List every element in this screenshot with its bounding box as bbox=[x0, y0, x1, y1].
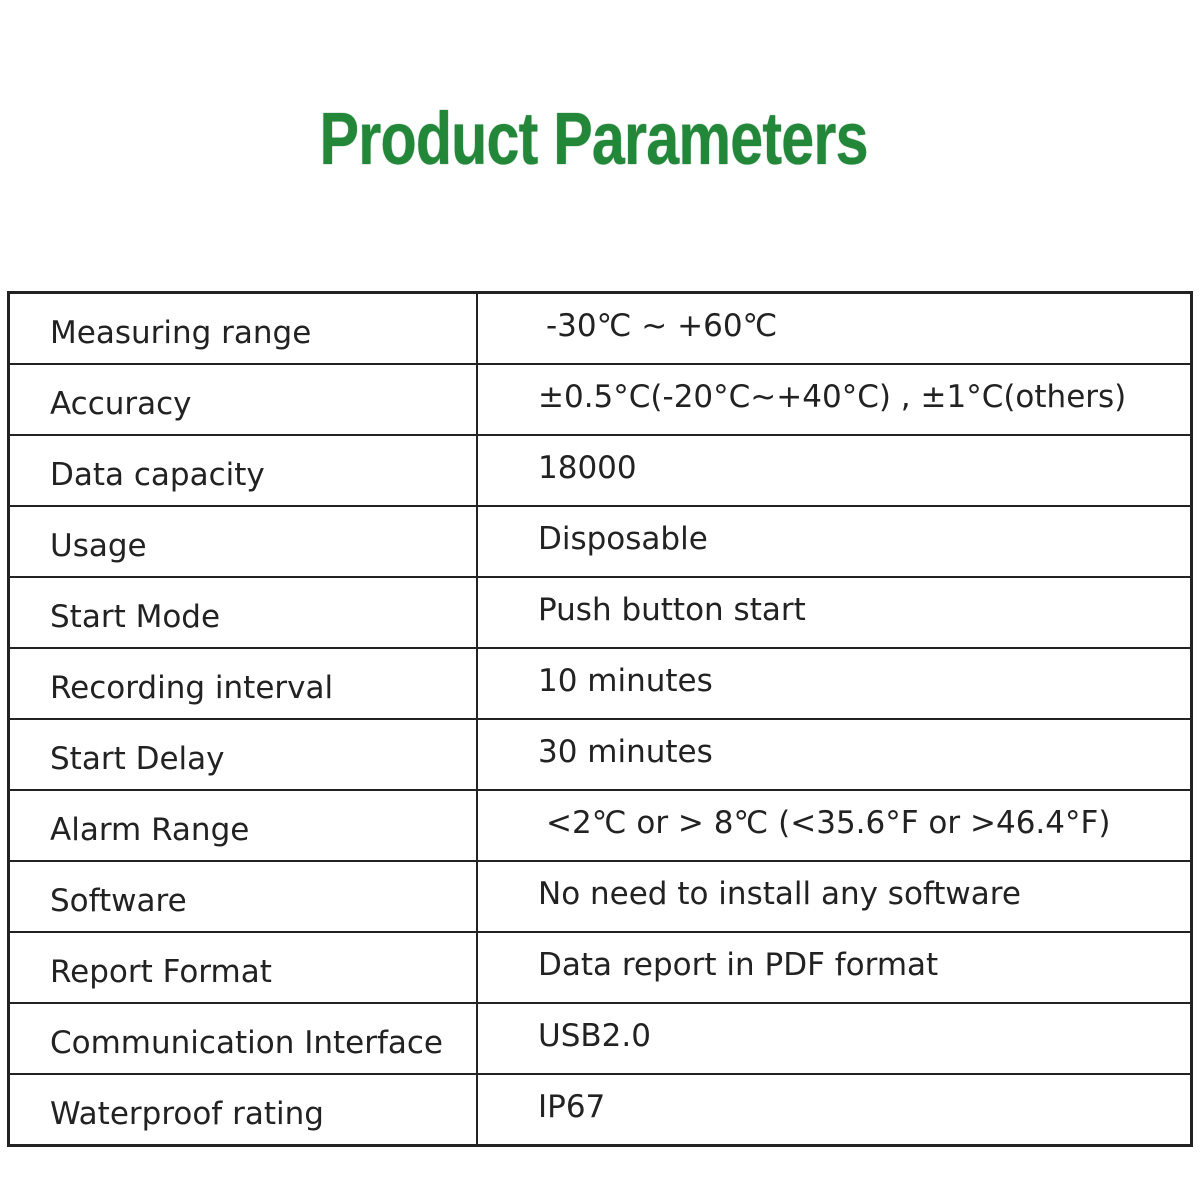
table-row: Start Mode Push button start bbox=[7, 576, 1193, 649]
parameter-label: Start Delay bbox=[7, 718, 478, 791]
parameter-value: 30 minutes bbox=[476, 718, 1193, 791]
parameter-value: 10 minutes bbox=[476, 647, 1193, 720]
parameter-label: Alarm Range bbox=[7, 789, 478, 862]
parameter-value: Data report in PDF format bbox=[476, 931, 1193, 1004]
parameter-value: IP67 bbox=[476, 1073, 1193, 1147]
table-row: Data capacity 18000 bbox=[7, 434, 1193, 507]
table-row: Accuracy ±0.5°C(-20°C~+40°C) , ±1°C(other… bbox=[7, 363, 1193, 436]
table-row: Usage Disposable bbox=[7, 505, 1193, 578]
table-row: Start Delay 30 minutes bbox=[7, 718, 1193, 791]
parameter-label: Report Format bbox=[7, 931, 478, 1004]
parameter-label: Accuracy bbox=[7, 363, 478, 436]
parameter-value: Disposable bbox=[476, 505, 1193, 578]
parameter-value: ±0.5°C(-20°C~+40°C) , ±1°C(others) bbox=[476, 363, 1193, 436]
parameter-label: Usage bbox=[7, 505, 478, 578]
parameter-value: 18000 bbox=[476, 434, 1193, 507]
parameter-label: Data capacity bbox=[7, 434, 478, 507]
table-row: Report Format Data report in PDF format bbox=[7, 931, 1193, 1004]
parameter-label: Recording interval bbox=[7, 647, 478, 720]
parameters-table: Measuring range -30℃ ~ +60℃ Accuracy ±0.5°C… bbox=[7, 291, 1193, 1147]
page-title-text: Product Parameters bbox=[319, 97, 869, 180]
parameter-value: <2℃ or > 8℃ (<35.6°F or >46.4°F) bbox=[476, 789, 1193, 862]
table-row: Alarm Range <2℃ or > 8℃ (<35.6°F or >46.4… bbox=[7, 789, 1193, 862]
parameter-value: USB2.0 bbox=[476, 1002, 1193, 1075]
parameter-label: Start Mode bbox=[7, 576, 478, 649]
parameter-label: Waterproof rating bbox=[7, 1073, 478, 1147]
table-row: Communication Interface USB2.0 bbox=[7, 1002, 1193, 1075]
parameter-value: -30℃ ~ +60℃ bbox=[476, 291, 1193, 365]
parameter-label: Measuring range bbox=[7, 291, 478, 365]
page-title: Product Parameters bbox=[0, 96, 1188, 181]
parameter-label: Communication Interface bbox=[7, 1002, 478, 1075]
parameter-value: No need to install any software bbox=[476, 860, 1193, 933]
table-row: Waterproof rating IP67 bbox=[7, 1073, 1193, 1147]
parameter-value: Push button start bbox=[476, 576, 1193, 649]
table-row: Measuring range -30℃ ~ +60℃ bbox=[7, 291, 1193, 365]
parameter-label: Software bbox=[7, 860, 478, 933]
table-row: Software No need to install any software bbox=[7, 860, 1193, 933]
table-row: Recording interval 10 minutes bbox=[7, 647, 1193, 720]
